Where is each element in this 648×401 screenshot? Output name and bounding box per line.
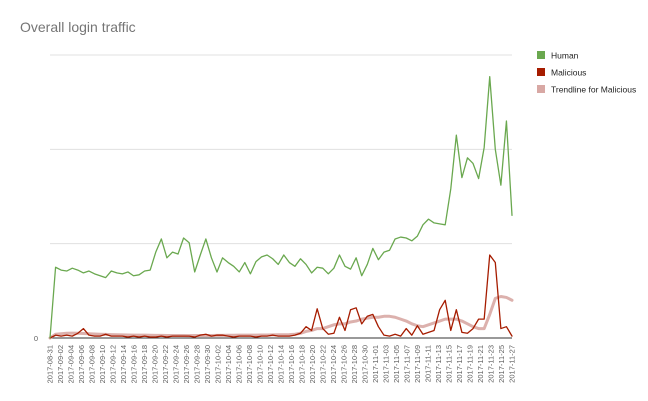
x-tick-label: 2017-11-11 <box>424 345 433 382</box>
series-line-trendline-for-malicious <box>48 294 514 340</box>
x-tick-label: 2017-09-14 <box>119 345 128 383</box>
x-tick-label: 2017-11-27 <box>508 345 517 383</box>
gridlines <box>50 54 512 339</box>
series-line-human <box>49 76 513 339</box>
legend-label: Trendline for Malicious <box>551 85 636 95</box>
x-tick-label: 2017-08-31 <box>46 345 55 383</box>
x-tick-label: 2017-10-24 <box>329 345 338 383</box>
x-tick-label: 2017-11-21 <box>476 345 485 383</box>
x-tick-label: 2017-09-12 <box>109 345 118 383</box>
x-tick-label: 2017-10-26 <box>340 345 349 383</box>
y-tick-label: 0 <box>34 334 38 343</box>
x-tick-label: 2017-09-04 <box>67 345 76 383</box>
x-tick-label: 2017-11-07 <box>403 345 412 383</box>
x-tick-label: 2017-11-03 <box>382 345 391 383</box>
x-tick-label: 2017-11-13 <box>434 345 443 383</box>
x-tick-label: 2017-11-23 <box>487 345 496 383</box>
x-tick-label: 2017-09-24 <box>172 345 181 383</box>
x-tick-label: 2017-09-18 <box>140 345 149 383</box>
x-tick-label: 2017-09-30 <box>203 345 212 383</box>
legend: Human Malicious Trendline for Malicious <box>537 51 636 95</box>
legend-label: Malicious <box>551 68 586 78</box>
legend-swatch <box>537 68 545 76</box>
x-tick-label: 2017-11-19 <box>466 345 475 383</box>
series-line-malicious <box>49 254 513 339</box>
x-tick-label: 2017-10-08 <box>245 345 254 383</box>
x-tick-label: 2017-09-22 <box>161 345 170 383</box>
x-tick-label: 2017-11-01 <box>371 345 380 383</box>
chart-title: Overall login traffic <box>20 19 136 35</box>
legend-swatch <box>537 85 545 93</box>
legend-swatch <box>537 51 545 59</box>
x-tick-label: 2017-09-26 <box>182 345 191 383</box>
x-tick-label: 2017-11-17 <box>455 345 464 383</box>
x-tick-label: 2017-09-08 <box>88 345 97 383</box>
x-tick-label: 2017-10-14 <box>277 345 286 383</box>
x-tick-label: 2017-10-20 <box>308 345 317 383</box>
x-tick-label: 2017-11-15 <box>445 345 454 383</box>
x-tick-label: 2017-10-18 <box>298 345 307 383</box>
x-tick-label: 2017-11-05 <box>392 345 401 383</box>
x-tick-label: 2017-11-09 <box>413 345 422 383</box>
x-tick-label: 2017-10-06 <box>235 345 244 383</box>
x-tick-label: 2017-09-02 <box>56 345 65 383</box>
x-tick-label: 2017-10-04 <box>224 345 233 383</box>
legend-label: Human <box>551 51 579 61</box>
x-tick-label: 2017-09-20 <box>151 345 160 383</box>
x-tick-label: 2017-10-22 <box>319 345 328 383</box>
x-tick-label: 2017-10-02 <box>214 345 223 383</box>
x-tick-label: 2017-10-12 <box>266 345 275 383</box>
x-tick-label: 2017-09-28 <box>193 345 202 383</box>
x-tick-label: 2017-10-16 <box>287 345 296 383</box>
y-axis-tick-labels: 0 <box>34 334 38 343</box>
series-lines <box>48 76 514 340</box>
x-tick-label: 2017-09-10 <box>98 345 107 383</box>
x-axis-tick-labels: 2017-08-31 2017-09-02 2017-09-04 2017-09-06… <box>46 345 517 383</box>
x-tick-label: 2017-10-28 <box>350 345 359 383</box>
x-tick-label: 2017-09-06 <box>77 345 86 383</box>
x-tick-label: 2017-09-16 <box>130 345 139 383</box>
x-tick-label: 2017-11-25 <box>497 345 506 383</box>
x-tick-label: 2017-10-30 <box>361 345 370 383</box>
x-tick-label: 2017-10-10 <box>256 345 265 383</box>
